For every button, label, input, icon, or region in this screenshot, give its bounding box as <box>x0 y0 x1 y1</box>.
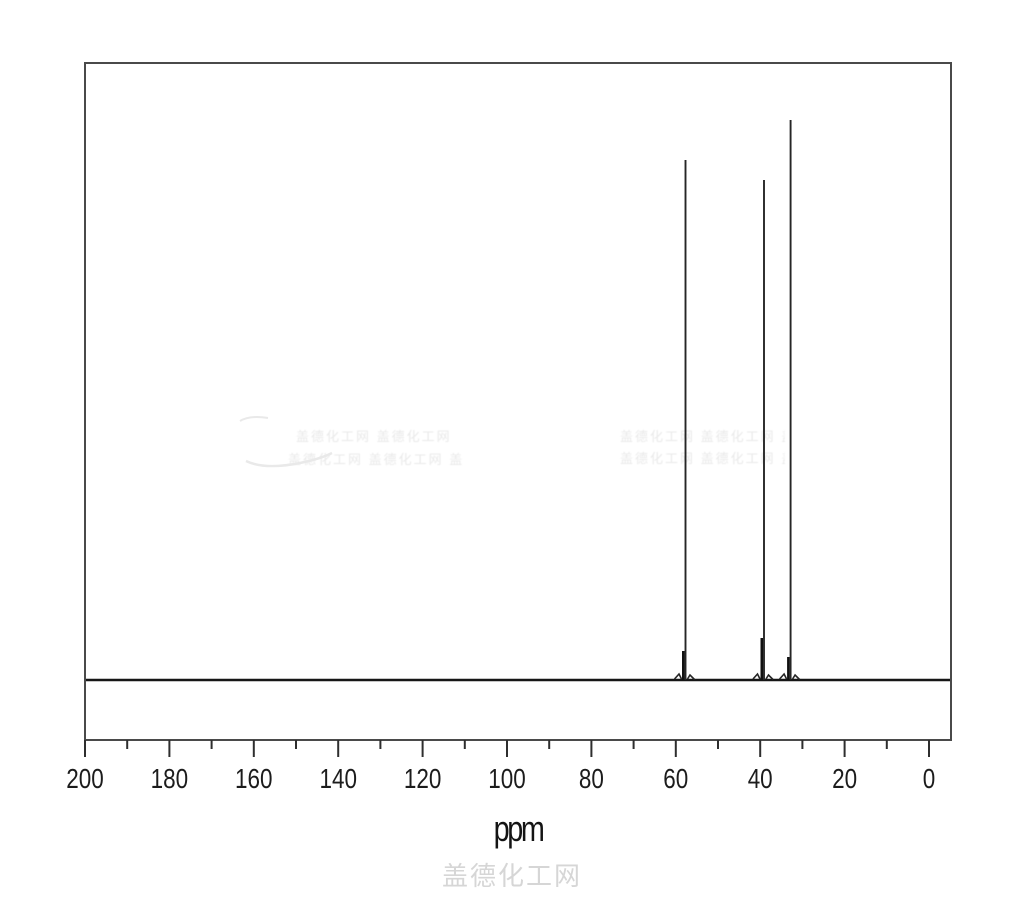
peak-foot-left <box>673 672 683 680</box>
peak-foot-left <box>752 672 761 680</box>
x-tick-label: 0 <box>923 763 936 794</box>
peak-foot-right <box>791 673 801 681</box>
x-tick-label: 140 <box>319 763 357 794</box>
x-tick-label: 40 <box>748 763 773 794</box>
site-watermark: 盖德化工网 <box>441 861 583 891</box>
peak-foot-left <box>778 672 788 680</box>
x-tick-label: 180 <box>151 763 189 794</box>
faint-watermark-text: 盖德化工网 盖德化工网 盖德 <box>620 451 785 466</box>
peak-foot-right <box>765 673 774 681</box>
watermark-swoosh <box>245 451 333 468</box>
plot-border <box>84 62 952 741</box>
x-axis-label: ppm <box>493 808 545 849</box>
x-tick-label: 20 <box>832 763 857 794</box>
faint-watermark-text: 盖德化工网 盖德化工网 盖 <box>288 452 465 467</box>
x-tick-label: 120 <box>404 763 442 794</box>
x-tick-label: 200 <box>66 763 104 794</box>
watermark-mark <box>239 416 269 422</box>
x-tick-label: 100 <box>488 763 526 794</box>
x-tick-label: 60 <box>663 763 688 794</box>
x-tick-label: 80 <box>579 763 604 794</box>
peak-foot-right <box>686 673 696 681</box>
x-tick-label: 160 <box>235 763 273 794</box>
faint-watermark-text: 盖德化工网 盖德化工网 盖 <box>620 429 785 444</box>
faint-watermark-text: 盖德化工网 盖德化工网 <box>296 429 452 444</box>
